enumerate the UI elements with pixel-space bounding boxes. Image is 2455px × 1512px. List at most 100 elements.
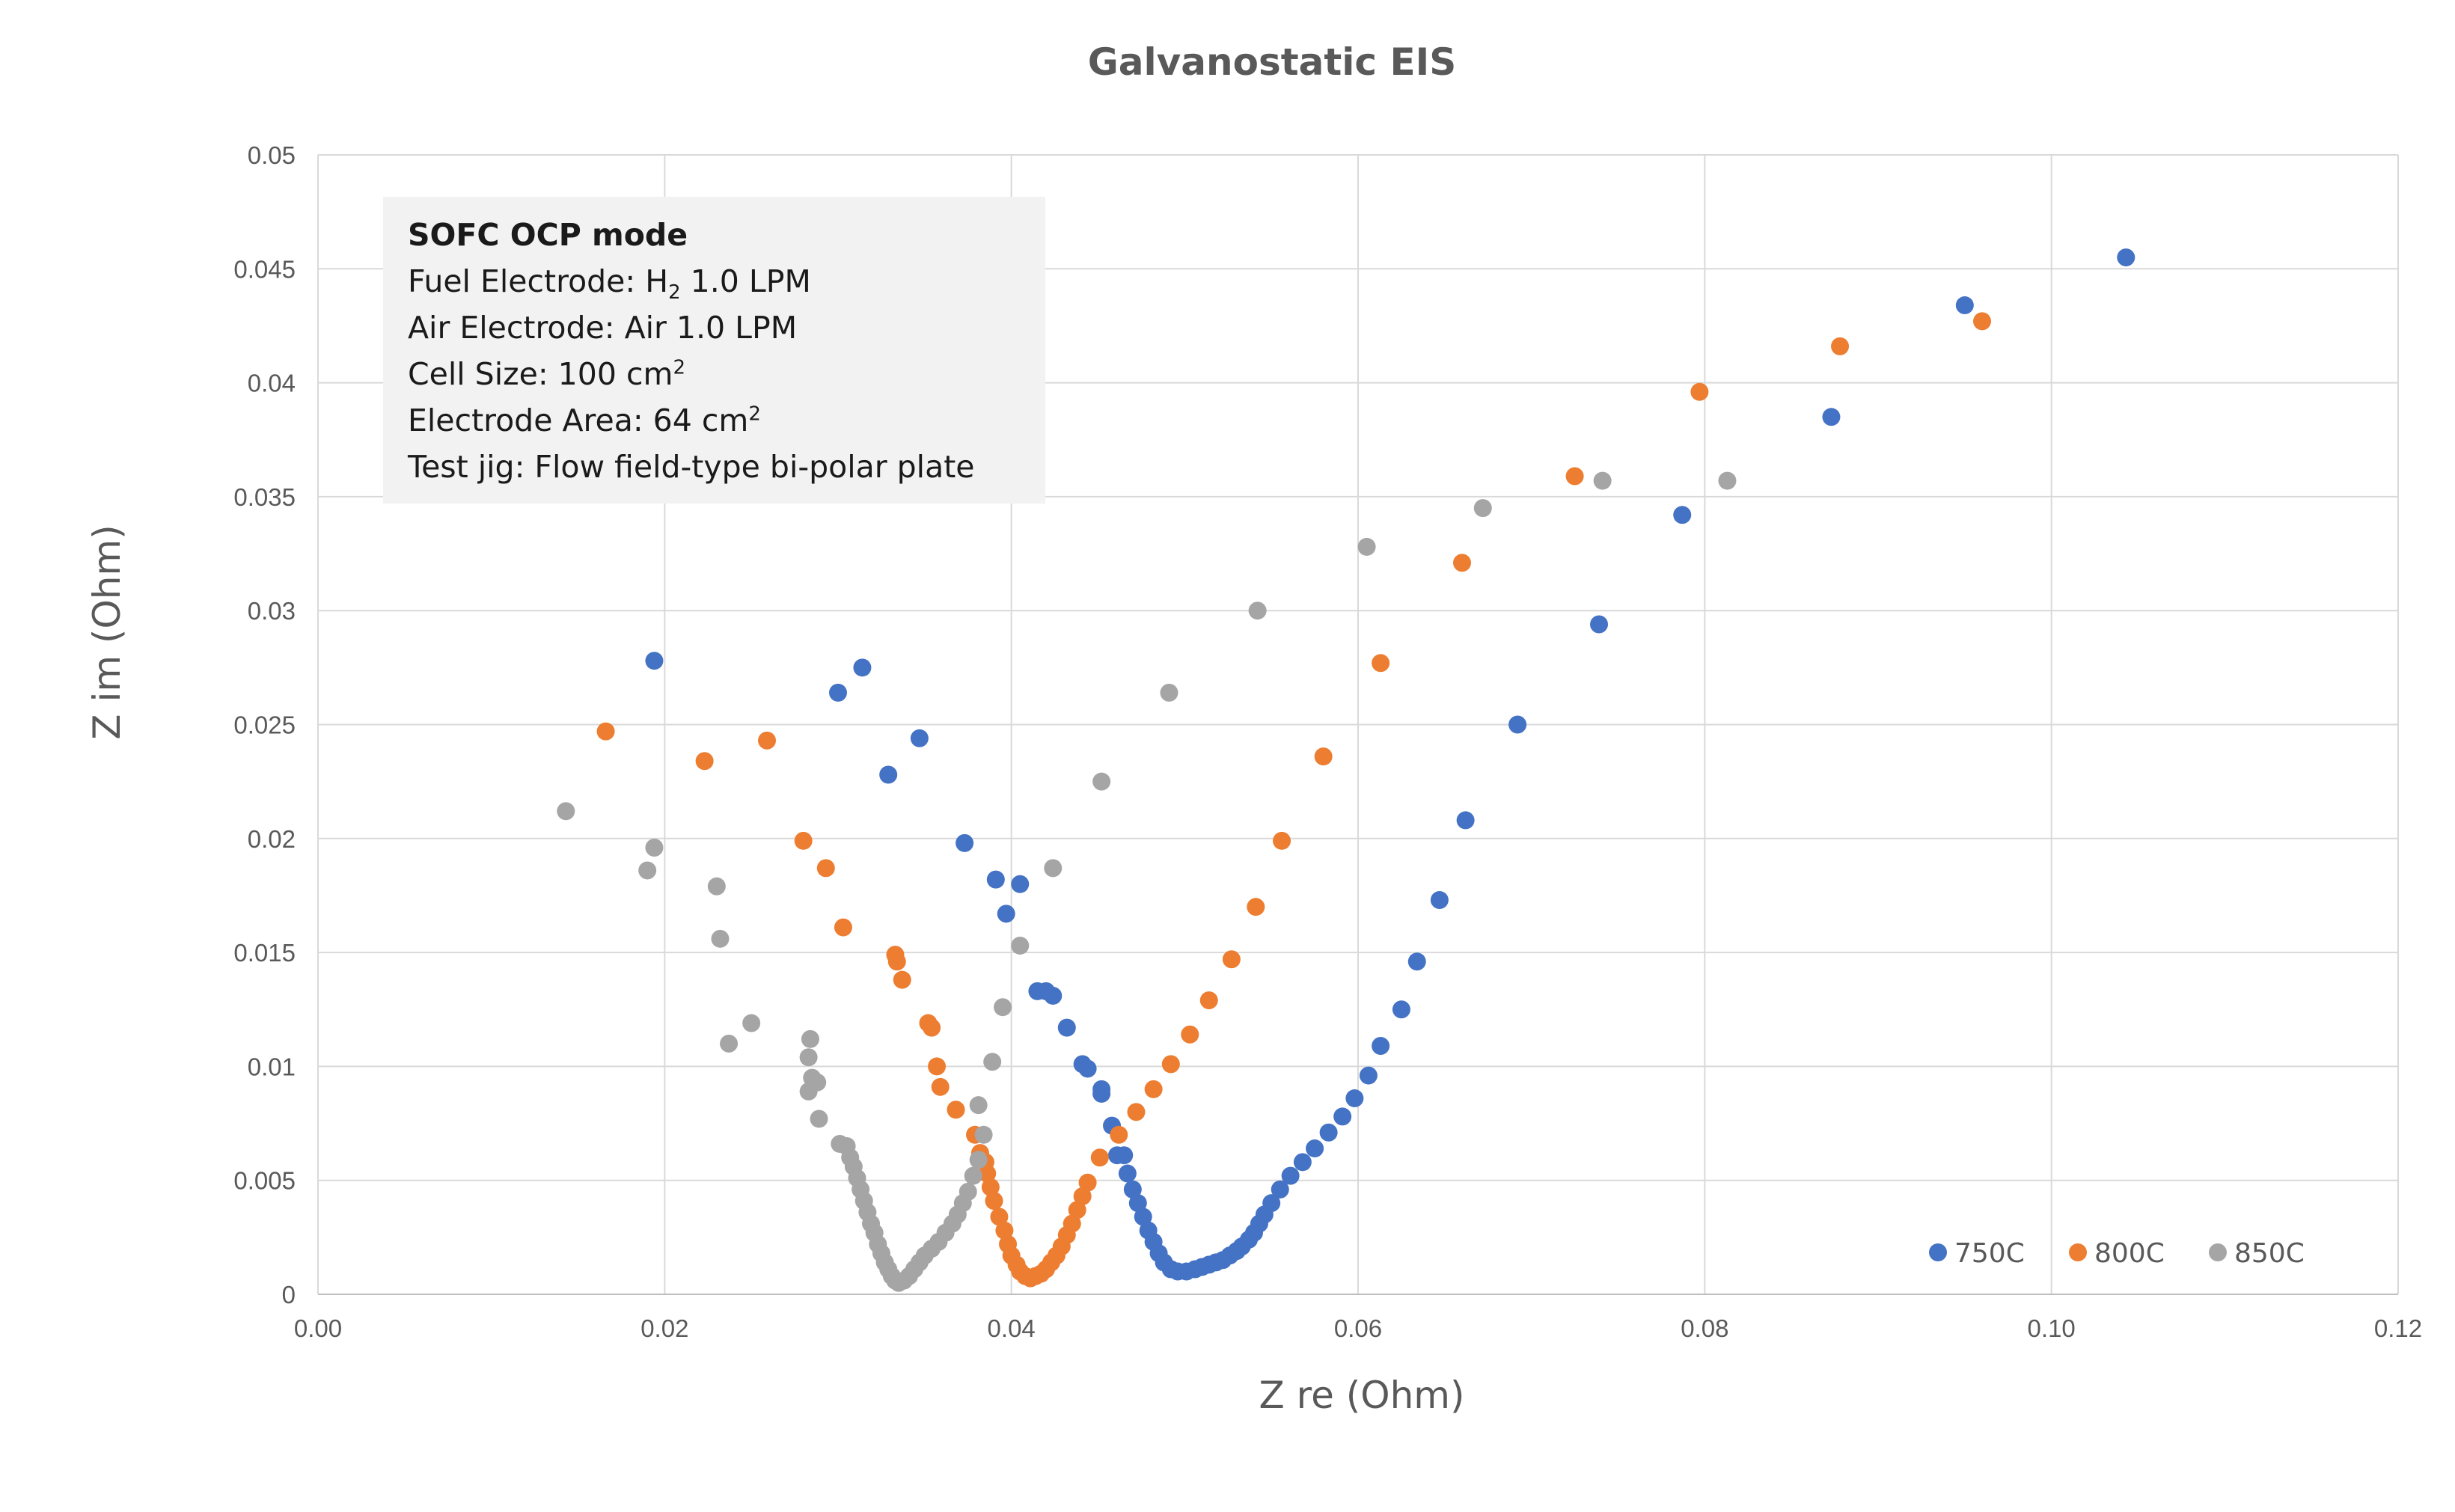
data-point-850C <box>645 838 664 857</box>
data-point-850C <box>799 1082 818 1101</box>
annotation-electrode-area: Electrode Area: 64 cm2 <box>408 397 1045 444</box>
chart-title: Galvanostatic EIS <box>1088 40 1456 84</box>
data-point-800C <box>1181 1025 1199 1044</box>
y-tick-label: 0.03 <box>248 597 296 625</box>
data-point-800C <box>1247 898 1265 916</box>
data-point-850C <box>638 861 657 880</box>
data-point-850C <box>799 1048 818 1067</box>
data-point-750C <box>1281 1166 1300 1185</box>
data-point-800C <box>1314 747 1333 766</box>
annotation-title: SOFC OCP mode <box>408 217 688 253</box>
data-point-850C <box>1357 537 1376 556</box>
data-point-800C <box>981 1178 1000 1196</box>
data-point-850C <box>707 877 726 896</box>
data-point-750C <box>1333 1107 1352 1126</box>
data-point-800C <box>985 1192 1003 1210</box>
y-tick-label: 0.035 <box>233 483 296 511</box>
data-points <box>557 248 2135 1292</box>
annotation-test-jig-text: Test jig: Flow field-type bi-polar plate <box>408 449 975 485</box>
data-point-850C <box>801 1029 819 1048</box>
data-point-800C <box>1372 654 1390 673</box>
data-point-800C <box>695 752 714 771</box>
data-point-800C <box>923 1018 941 1037</box>
data-point-750C <box>1306 1139 1324 1158</box>
x-tick-label: 0.10 <box>2028 1314 2076 1342</box>
data-point-850C <box>969 1151 988 1169</box>
data-point-800C <box>1690 382 1709 401</box>
data-point-750C <box>2117 248 2135 267</box>
annotation-electrode-area-superscript: 2 <box>748 403 761 426</box>
data-point-800C <box>1144 1080 1163 1098</box>
data-point-800C <box>947 1101 965 1119</box>
data-point-750C <box>853 658 872 677</box>
data-point-750C <box>1319 1123 1338 1142</box>
data-point-750C <box>879 765 898 784</box>
data-point-800C <box>1222 950 1241 969</box>
legend-marker-750C <box>1929 1243 1947 1261</box>
data-point-750C <box>1293 1153 1312 1172</box>
y-tick-label: 0.005 <box>233 1167 296 1195</box>
data-point-800C <box>990 1208 1009 1226</box>
y-tick-label: 0.025 <box>233 711 296 739</box>
data-point-800C <box>834 918 852 937</box>
data-point-850C <box>1092 772 1111 791</box>
x-axis-title: Z re (Ohm) <box>1259 1374 1464 1417</box>
x-tick-label: 0.04 <box>988 1314 1036 1342</box>
data-point-850C <box>1593 471 1612 490</box>
data-point-850C <box>1718 471 1737 490</box>
annotation-box: SOFC OCP mode Fuel Electrode: H2 1.0 LPM… <box>383 197 1045 504</box>
data-point-750C <box>1345 1089 1364 1108</box>
data-point-750C <box>1123 1180 1142 1199</box>
data-point-850C <box>1248 602 1267 620</box>
data-point-750C <box>1590 615 1609 634</box>
data-point-750C <box>986 870 1005 889</box>
data-point-750C <box>1407 952 1426 971</box>
x-tick-label: 0.08 <box>1681 1314 1728 1342</box>
data-point-750C <box>1456 811 1475 830</box>
data-point-750C <box>1392 1000 1410 1019</box>
data-point-750C <box>1118 1164 1137 1183</box>
data-point-850C <box>711 929 730 948</box>
data-point-750C <box>1372 1036 1390 1055</box>
data-point-850C <box>964 1166 982 1185</box>
legend: 750C 800C 850C <box>1929 1238 2305 1269</box>
x-tick-label: 0.12 <box>2374 1314 2422 1342</box>
legend-label-750C: 750C <box>1954 1238 2025 1269</box>
data-point-850C <box>742 1014 761 1032</box>
data-point-850C <box>1473 499 1492 518</box>
legend-marker-800C <box>2069 1243 2087 1261</box>
y-axis-title: Z im (Ohm) <box>85 524 129 739</box>
series-750C <box>645 248 2135 1281</box>
y-tick-label: 0.01 <box>248 1053 296 1080</box>
data-point-850C <box>557 802 575 821</box>
annotation-fuel-text: Fuel Electrode: H <box>408 263 669 299</box>
annotation-air-text: Air Electrode: Air 1.0 LPM <box>408 310 798 346</box>
data-point-800C <box>1199 991 1218 1010</box>
data-point-800C <box>1273 831 1291 850</box>
data-point-850C <box>1044 859 1063 878</box>
x-tick-label: 0.02 <box>640 1314 688 1342</box>
annotation-fuel-subscript: 2 <box>668 281 681 304</box>
annotation-fuel-electrode: Fuel Electrode: H2 1.0 LPM <box>408 258 1045 304</box>
axes <box>317 155 2398 1295</box>
data-point-750C <box>1057 1018 1076 1037</box>
data-point-800C <box>1453 554 1471 572</box>
data-point-750C <box>997 905 1015 923</box>
data-point-750C <box>1955 296 1974 315</box>
data-point-800C <box>978 1164 997 1183</box>
data-point-750C <box>1359 1066 1378 1085</box>
data-point-750C <box>1011 875 1030 893</box>
data-point-750C <box>956 833 974 852</box>
data-point-850C <box>1160 683 1178 702</box>
y-tick-label: 0.02 <box>248 825 296 853</box>
data-point-800C <box>1078 1173 1097 1192</box>
data-point-750C <box>1508 715 1527 734</box>
y-tick-label: 0.015 <box>233 939 296 967</box>
annotation-cell-size-superscript: 2 <box>673 356 685 379</box>
data-point-800C <box>758 731 777 750</box>
annotation-cell-size-text: Cell Size: 100 cm <box>408 356 673 392</box>
data-point-750C <box>1430 891 1449 910</box>
data-point-800C <box>1565 467 1584 486</box>
annotation-air-electrode: Air Electrode: Air 1.0 LPM <box>408 304 1045 351</box>
